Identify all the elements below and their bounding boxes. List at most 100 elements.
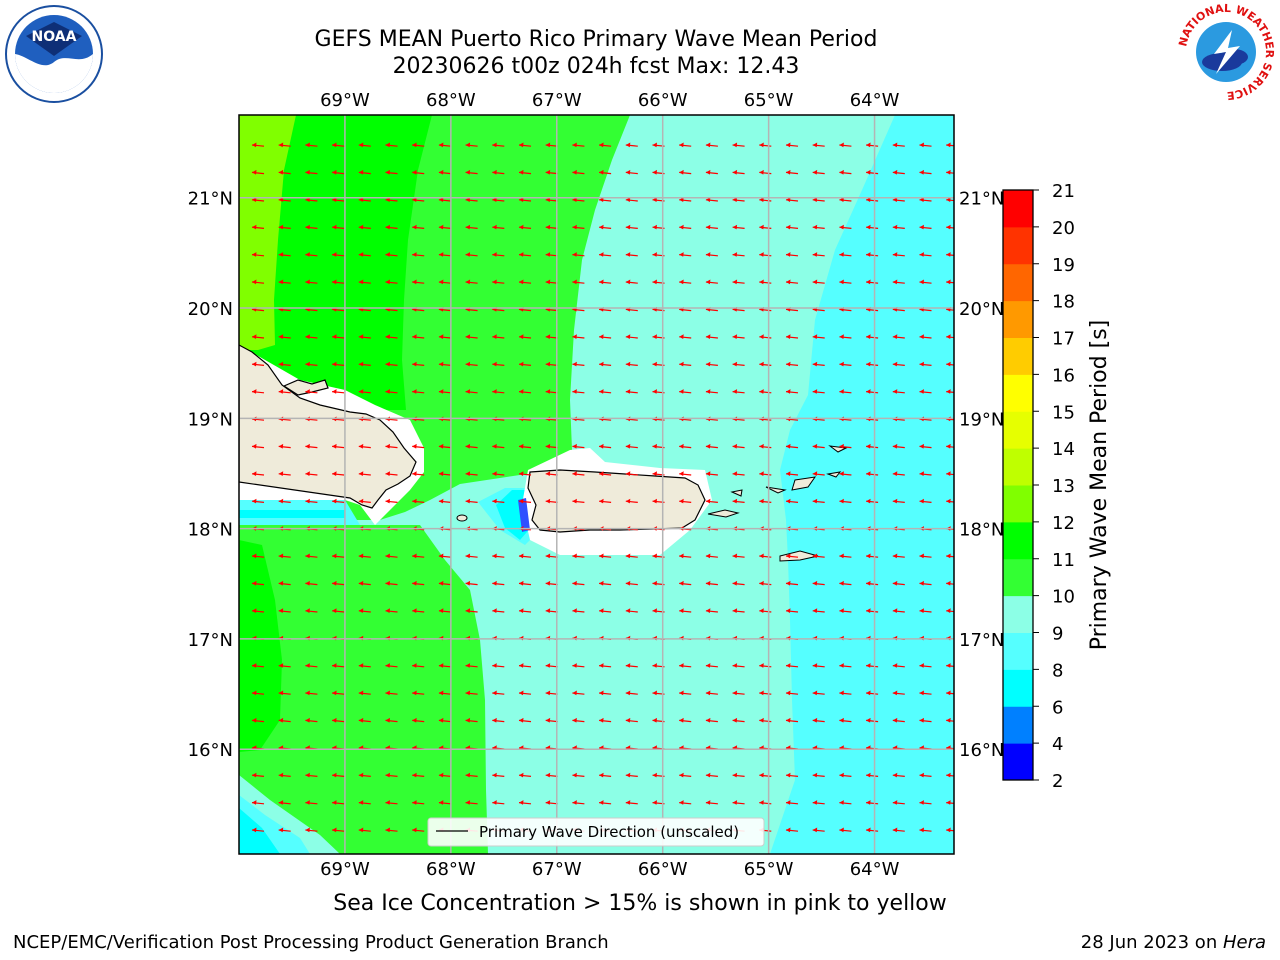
vector-arrowhead-243 bbox=[252, 389, 257, 394]
vector-arrowhead-114 bbox=[412, 252, 417, 257]
vector-arrowhead-62 bbox=[465, 197, 471, 202]
vector-arrowhead-250 bbox=[438, 389, 444, 394]
vector-arrowhead-324 bbox=[252, 471, 257, 476]
vector-arrowhead-311 bbox=[625, 443, 631, 449]
vector-arrowhead-353 bbox=[305, 498, 310, 504]
vector-arrowhead-317 bbox=[786, 443, 791, 449]
vector-arrowhead-232 bbox=[679, 361, 684, 367]
vector-arrowhead-50 bbox=[866, 169, 871, 175]
vector-arrowhead-534 bbox=[812, 663, 818, 668]
vector-arrowhead-344 bbox=[786, 471, 791, 476]
vector-arrowhead-625 bbox=[358, 772, 364, 778]
vector-arrowhead-35 bbox=[465, 169, 471, 175]
vector-arrowhead-323 bbox=[946, 443, 951, 449]
vector-arrowhead-262 bbox=[759, 389, 764, 394]
vector-arrowhead-49 bbox=[839, 169, 844, 175]
vector-arrowhead-85 bbox=[358, 224, 364, 230]
vector-arrowhead-468 bbox=[492, 608, 497, 613]
vector-arrowhead-465 bbox=[412, 608, 417, 613]
vector-arrowhead-541 bbox=[278, 690, 284, 696]
map-gridlines bbox=[239, 115, 954, 854]
vector-arrowhead-433 bbox=[278, 580, 284, 586]
vector-arrowhead-700 bbox=[919, 827, 924, 833]
vector-arrowhead-540 bbox=[252, 690, 257, 696]
vector-arrowhead-550 bbox=[519, 690, 524, 696]
vector-arrowhead-328 bbox=[358, 471, 364, 476]
vector-arrowhead-423 bbox=[732, 553, 738, 559]
vector-arrowhead-269 bbox=[946, 389, 951, 394]
vector-arrowhead-230 bbox=[625, 361, 631, 367]
vector-arrowhead-298 bbox=[278, 443, 284, 449]
vector-arrowhead-420 bbox=[652, 553, 657, 559]
vector-arrowhead-631 bbox=[519, 772, 524, 778]
vector-arrowhead-154 bbox=[759, 279, 764, 285]
vector-arrowhead-211 bbox=[839, 334, 844, 339]
vector-arrowhead-621 bbox=[252, 772, 257, 778]
vector-arrowhead-325 bbox=[278, 471, 284, 476]
vector-arrowhead-528 bbox=[652, 663, 657, 668]
vector-arrowhead-117 bbox=[492, 252, 497, 257]
vector-arrowhead-219 bbox=[332, 361, 337, 367]
colorbar-segment-3 bbox=[1003, 632, 1033, 670]
vector-arrowhead-443 bbox=[545, 580, 551, 586]
vector-arrowhead-565 bbox=[919, 690, 924, 696]
colorbar-tick-label-7: 12 bbox=[1052, 513, 1075, 534]
vector-arrowhead-142 bbox=[438, 279, 444, 285]
vector-arrowhead-129 bbox=[812, 252, 818, 257]
vector-arrowhead-255 bbox=[572, 389, 577, 394]
vector-arrowhead-130 bbox=[839, 252, 844, 257]
vector-arrowhead-231 bbox=[652, 361, 657, 367]
vector-arrowhead-669 bbox=[812, 800, 818, 805]
vector-arrowhead-539 bbox=[946, 663, 951, 668]
vector-arrowhead-419 bbox=[625, 553, 631, 559]
vector-arrowhead-695 bbox=[786, 827, 791, 833]
vector-arrowhead-120 bbox=[572, 252, 577, 257]
y-tick-label-left-2: 18°N bbox=[188, 520, 233, 541]
vector-arrowhead-558 bbox=[732, 690, 738, 696]
vector-arrowhead-483 bbox=[892, 608, 898, 613]
colorbar-tick-label-15: 20 bbox=[1052, 218, 1075, 239]
colorbar-tick-label-3: 8 bbox=[1052, 660, 1063, 681]
vector-arrowhead-110 bbox=[305, 252, 310, 257]
x-tick-label-top-3: 66°W bbox=[638, 90, 688, 111]
vector-arrowhead-319 bbox=[839, 443, 844, 449]
colorbar-segment-10 bbox=[1003, 374, 1033, 412]
vector-arrowhead-701 bbox=[946, 827, 951, 833]
colorbar-tick-label-0: 2 bbox=[1052, 771, 1063, 792]
vector-arrowhead-457 bbox=[919, 580, 924, 586]
vector-arrowhead-532 bbox=[759, 663, 764, 668]
vector-arrowhead-519 bbox=[412, 663, 417, 668]
vector-arrowhead-367 bbox=[679, 498, 684, 504]
x-tick-label-top-4: 65°W bbox=[744, 90, 794, 111]
vector-arrowhead-458 bbox=[946, 580, 951, 586]
vector-arrowhead-409 bbox=[358, 553, 364, 559]
vector-arrowhead-246 bbox=[332, 389, 337, 394]
vector-arrowhead-667 bbox=[759, 800, 764, 805]
vector-arrowhead-214 bbox=[919, 334, 924, 339]
vector-arrowhead-352 bbox=[278, 498, 284, 504]
vector-arrowhead-477 bbox=[732, 608, 738, 613]
vector-arrowhead-548 bbox=[465, 690, 471, 696]
vector-arrowhead-351 bbox=[252, 498, 257, 504]
vector-arrowhead-93 bbox=[572, 224, 577, 230]
x-tick-label-bottom-3: 66°W bbox=[638, 859, 688, 880]
vector-arrowhead-95 bbox=[625, 224, 631, 230]
vector-arrowhead-118 bbox=[519, 252, 524, 257]
vector-arrowhead-213 bbox=[892, 334, 898, 339]
vector-arrowhead-198 bbox=[492, 334, 497, 339]
vector-arrowhead-335 bbox=[545, 471, 551, 476]
vector-arrowhead-100 bbox=[759, 224, 764, 230]
vector-arrowhead-360 bbox=[492, 498, 497, 504]
vector-arrowhead-223 bbox=[438, 361, 444, 367]
vector-arrowhead-34 bbox=[438, 169, 444, 175]
y-tick-label-right-0: 16°N bbox=[959, 740, 1004, 761]
vector-arrowhead-555 bbox=[652, 690, 657, 696]
vector-arrowhead-661 bbox=[599, 800, 604, 805]
vector-arrowhead-99 bbox=[732, 224, 738, 230]
vector-arrowhead-38 bbox=[545, 169, 551, 175]
colorbar-segment-6 bbox=[1003, 521, 1033, 560]
vector-arrowhead-698 bbox=[866, 827, 871, 833]
vector-arrowhead-339 bbox=[652, 471, 657, 476]
vector-arrowhead-330 bbox=[412, 471, 417, 476]
